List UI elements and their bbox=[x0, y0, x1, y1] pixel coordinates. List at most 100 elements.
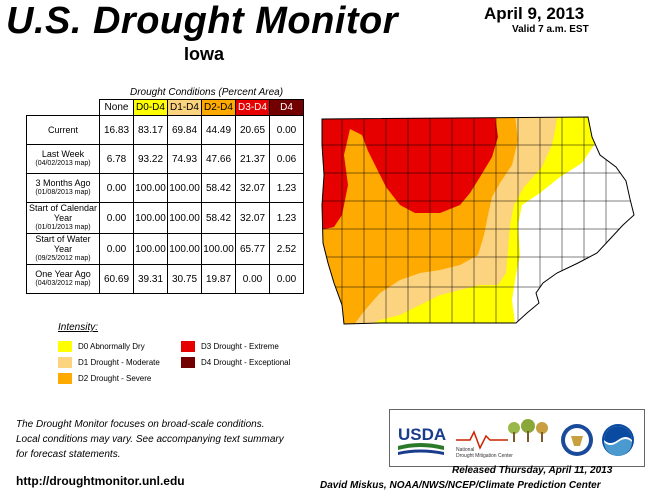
column-header-d3-d4: D3-D4 bbox=[235, 99, 270, 116]
table-cell: 0.06 bbox=[269, 144, 304, 174]
site-url-link[interactable]: http://droughtmonitor.unl.edu bbox=[16, 474, 185, 488]
partner-logos: USDA National Drought Mitigation Center bbox=[389, 409, 645, 467]
table-cell: 0.00 bbox=[99, 233, 134, 265]
row-label-sub: (09/25/2012 map) bbox=[35, 255, 91, 262]
row-label: Current bbox=[26, 115, 100, 145]
valid-time: Valid 7 a.m. EST bbox=[512, 24, 589, 35]
table-cell: 0.00 bbox=[99, 173, 134, 203]
table-cell: 39.31 bbox=[133, 264, 168, 294]
table-caption: Drought Conditions (Percent Area) bbox=[130, 87, 284, 98]
drought-conditions-table: None D0-D4 D1-D4 D2-D4 D3-D4 D4 Current 1… bbox=[26, 99, 304, 294]
footer-note-line: The Drought Monitor focuses on broad-sca… bbox=[16, 419, 265, 430]
column-header-d0-d4: D0-D4 bbox=[133, 99, 168, 116]
legend-swatch-d0 bbox=[58, 341, 72, 352]
table-cell: 30.75 bbox=[167, 264, 202, 294]
column-header-d1-d4: D1-D4 bbox=[167, 99, 202, 116]
table-cell: 100.00 bbox=[167, 233, 202, 265]
table-row: 3 Months Ago (01/08/2013 map) 0.00 100.00 10… bbox=[26, 173, 304, 203]
table-corner bbox=[26, 99, 100, 116]
state-outline bbox=[321, 116, 635, 325]
county-lines bbox=[322, 117, 634, 324]
svg-text:National: National bbox=[456, 447, 474, 453]
legend-label-d0: D0 Abnormally Dry bbox=[78, 342, 145, 351]
legend-item-d3: D3 Drought - Extreme bbox=[181, 341, 279, 352]
row-label-sub: (04/02/2013 map) bbox=[35, 160, 91, 167]
noaa-logo bbox=[602, 424, 634, 456]
row-label-sub: (04/03/2012 map) bbox=[35, 280, 91, 287]
table-cell: 100.00 bbox=[133, 202, 168, 234]
table-cell: 0.00 bbox=[99, 202, 134, 234]
table-row: Current 16.83 83.17 69.84 44.49 20.65 0.00 bbox=[26, 115, 304, 145]
table-cell: 58.42 bbox=[201, 202, 236, 234]
row-label-text: One Year Ago bbox=[35, 269, 91, 279]
release-date: Released Thursday, April 11, 2013 bbox=[452, 465, 613, 476]
table-cell: 93.22 bbox=[133, 144, 168, 174]
table-header-row: None D0-D4 D1-D4 D2-D4 D3-D4 D4 bbox=[26, 99, 304, 116]
table-cell: 19.87 bbox=[201, 264, 236, 294]
column-header-d4: D4 bbox=[269, 99, 304, 116]
table-cell: 44.49 bbox=[201, 115, 236, 145]
legend-swatch-d2 bbox=[58, 373, 72, 384]
row-label-text: Last Week bbox=[41, 149, 85, 159]
row-label: Start of Water Year (09/25/2012 map) bbox=[26, 233, 100, 265]
legend-label-d4: D4 Drought - Exceptional bbox=[201, 358, 291, 367]
row-label: 3 Months Ago (01/08/2013 map) bbox=[26, 173, 100, 203]
row-label: Last Week (04/02/2013 map) bbox=[26, 144, 100, 174]
table-cell: 100.00 bbox=[133, 233, 168, 265]
footer-note-line: for forecast statements. bbox=[16, 449, 121, 460]
usda-logo: USDA bbox=[398, 425, 446, 455]
legend-item-d0: D0 Abnormally Dry bbox=[58, 341, 145, 352]
legend-item-d4: D4 Drought - Exceptional bbox=[181, 357, 290, 368]
legend-item-d2: D2 Drought - Severe bbox=[58, 373, 151, 384]
table-cell: 58.42 bbox=[201, 173, 236, 203]
author-credit: David Miskus, NOAA/NWS/NCEP/Climate Pred… bbox=[320, 480, 601, 491]
legend-swatch-d1 bbox=[58, 357, 72, 368]
legend-swatch-d4 bbox=[181, 357, 195, 368]
table-cell: 16.83 bbox=[99, 115, 134, 145]
table-row: Last Week (04/02/2013 map) 6.78 93.22 74.93 4… bbox=[26, 144, 304, 174]
commerce-seal bbox=[561, 424, 593, 456]
svg-text:Drought Mitigation Center: Drought Mitigation Center bbox=[456, 453, 513, 459]
table-cell: 60.69 bbox=[99, 264, 134, 294]
column-header-none: None bbox=[99, 99, 134, 116]
legend-label-d2: D2 Drought - Severe bbox=[78, 374, 152, 383]
table-cell: 69.84 bbox=[167, 115, 202, 145]
row-label-sub: (01/08/2013 map) bbox=[35, 189, 91, 196]
state-name: Iowa bbox=[184, 44, 225, 64]
table-cell: 65.77 bbox=[235, 233, 270, 265]
row-label: Start of Calendar Year (01/01/2013 map) bbox=[26, 202, 100, 234]
legend-item-d1: D1 Drought - Moderate bbox=[58, 357, 160, 368]
table-cell: 1.23 bbox=[269, 202, 304, 234]
table-cell: 83.17 bbox=[133, 115, 168, 145]
table-cell: 21.37 bbox=[235, 144, 270, 174]
ndmc-logo: National Drought Mitigation Center bbox=[456, 419, 548, 459]
column-header-d2-d4: D2-D4 bbox=[201, 99, 236, 116]
table-cell: 100.00 bbox=[167, 173, 202, 203]
row-label-sub: (01/01/2013 map) bbox=[35, 224, 91, 231]
row-label-text: Start of Water Year bbox=[35, 234, 91, 254]
table-cell: 74.93 bbox=[167, 144, 202, 174]
table-cell: 20.65 bbox=[235, 115, 270, 145]
svg-text:USDA: USDA bbox=[398, 425, 446, 444]
table-row: Start of Water Year (09/25/2012 map) 0.00 1… bbox=[26, 233, 304, 265]
table-cell: 6.78 bbox=[99, 144, 134, 174]
table-cell: 32.07 bbox=[235, 173, 270, 203]
table-cell: 100.00 bbox=[167, 202, 202, 234]
footer-note: The Drought Monitor focuses on broad-sca… bbox=[16, 417, 284, 462]
footer-note-line: Local conditions may vary. See accompany… bbox=[16, 434, 284, 445]
legend-label-d1: D1 Drought - Moderate bbox=[78, 358, 160, 367]
table-cell: 0.00 bbox=[269, 115, 304, 145]
row-label-text: Current bbox=[47, 125, 78, 135]
row-label: One Year Ago (04/03/2012 map) bbox=[26, 264, 100, 294]
table-row: Start of Calendar Year (01/01/2013 map) 0.… bbox=[26, 202, 304, 234]
table-row: One Year Ago (04/03/2012 map) 60.69 39.31 30… bbox=[26, 264, 304, 294]
legend-title: Intensity: bbox=[58, 322, 99, 333]
row-label-text: Start of Calendar Year bbox=[28, 203, 98, 223]
legend-label-d3: D3 Drought - Extreme bbox=[201, 342, 279, 351]
table-cell: 100.00 bbox=[133, 173, 168, 203]
table-cell: 2.52 bbox=[269, 233, 304, 265]
page-title: U.S. Drought Monitor bbox=[6, 0, 399, 42]
map-date: April 9, 2013 bbox=[484, 4, 585, 23]
table-cell: 100.00 bbox=[201, 233, 236, 265]
legend-swatch-d3 bbox=[181, 341, 195, 352]
